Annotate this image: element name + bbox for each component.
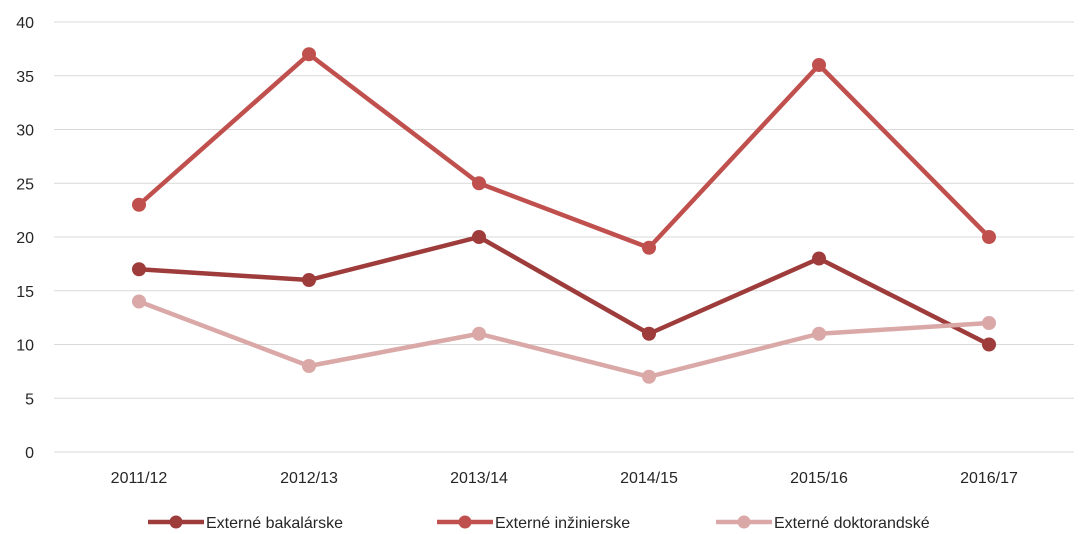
legend-marker — [458, 515, 472, 529]
y-axis-ticks: 0 5 10 15 20 25 30 35 40 — [16, 15, 34, 462]
legend-label: Externé doktorandské — [774, 515, 930, 532]
data-point — [982, 337, 996, 352]
legend-item: Externé inžinierske — [437, 515, 630, 532]
legend-marker — [737, 515, 751, 529]
series-line — [136, 234, 992, 347]
gridlines — [54, 21, 1074, 453]
y-tick-label: 30 — [16, 123, 34, 140]
legend-item: Externé bakalárske — [148, 515, 343, 532]
data-point — [302, 359, 316, 373]
y-tick-label: 0 — [25, 445, 34, 462]
legend-label: Externé bakalárske — [206, 515, 343, 532]
x-axis-ticks: 2011/12 2012/13 2013/14 2014/15 2015/16 2016/… — [111, 470, 1018, 487]
y-tick-label: 25 — [16, 176, 34, 193]
x-tick-label: 2015/16 — [790, 470, 848, 487]
y-tick-label: 40 — [16, 15, 34, 32]
data-point — [472, 326, 486, 341]
y-tick-label: 15 — [16, 284, 34, 301]
y-tick-label: 5 — [25, 391, 34, 408]
data-point — [982, 316, 996, 330]
legend-label: Externé inžinierske — [495, 515, 630, 532]
data-point — [472, 230, 486, 244]
x-tick-label: 2012/13 — [280, 470, 338, 487]
data-point — [812, 326, 826, 341]
data-point — [132, 262, 146, 277]
legend-item: Externé doktorandské — [716, 515, 930, 532]
y-tick-label: 20 — [16, 230, 34, 247]
data-point — [812, 58, 826, 72]
y-tick-label: 35 — [16, 69, 34, 86]
data-point — [642, 240, 656, 255]
series-lines — [132, 47, 996, 384]
data-point — [642, 326, 656, 341]
data-point — [132, 294, 146, 309]
legend: Externé bakalárske Externé inžinierske Ext… — [148, 515, 930, 532]
y-tick-label: 10 — [16, 338, 34, 355]
legend-marker — [169, 515, 183, 529]
x-tick-label: 2016/17 — [960, 470, 1018, 487]
data-point — [472, 176, 486, 191]
data-point — [982, 230, 996, 244]
x-tick-label: 2011/12 — [111, 470, 168, 487]
series-line — [136, 52, 992, 250]
x-tick-label: 2013/14 — [450, 470, 508, 487]
data-point — [812, 251, 826, 266]
series-2 — [132, 47, 996, 255]
series-line — [136, 299, 992, 379]
series-1 — [132, 230, 996, 352]
series-3 — [132, 294, 996, 384]
data-point — [302, 47, 316, 62]
x-tick-label: 2014/15 — [620, 470, 678, 487]
data-point — [642, 369, 656, 384]
data-point — [132, 197, 146, 212]
data-point — [302, 273, 316, 287]
